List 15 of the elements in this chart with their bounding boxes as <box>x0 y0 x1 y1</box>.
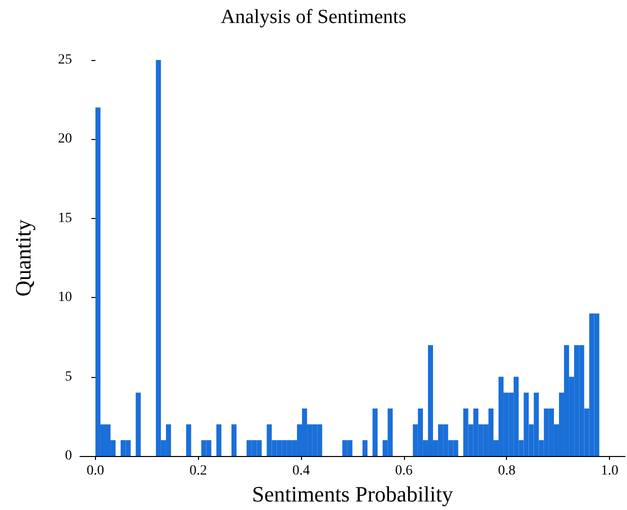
x-axis-title: Sentiments Probability <box>252 481 454 506</box>
x-tick-label: 1.0 <box>600 464 618 478</box>
y-tick-label: 10 <box>58 290 72 306</box>
y-axis-title: Quantity <box>10 220 36 296</box>
y-tick-label: 20 <box>58 132 72 147</box>
x-tick-label: 0.8 <box>498 464 516 478</box>
y-tick-label: 15 <box>58 210 72 226</box>
y-tick-label: 5 <box>65 369 72 384</box>
x-tick-label: 0.2 <box>190 464 208 478</box>
y-tick-label: 25 <box>58 52 72 68</box>
x-tick-label: 0.0 <box>86 464 104 478</box>
x-tick-label: 0.4 <box>292 464 310 478</box>
chart-title: Analysis of Sentiments <box>220 6 406 28</box>
y-tick-label: 0 <box>65 448 72 464</box>
x-tick-label: 0.6 <box>395 464 413 478</box>
